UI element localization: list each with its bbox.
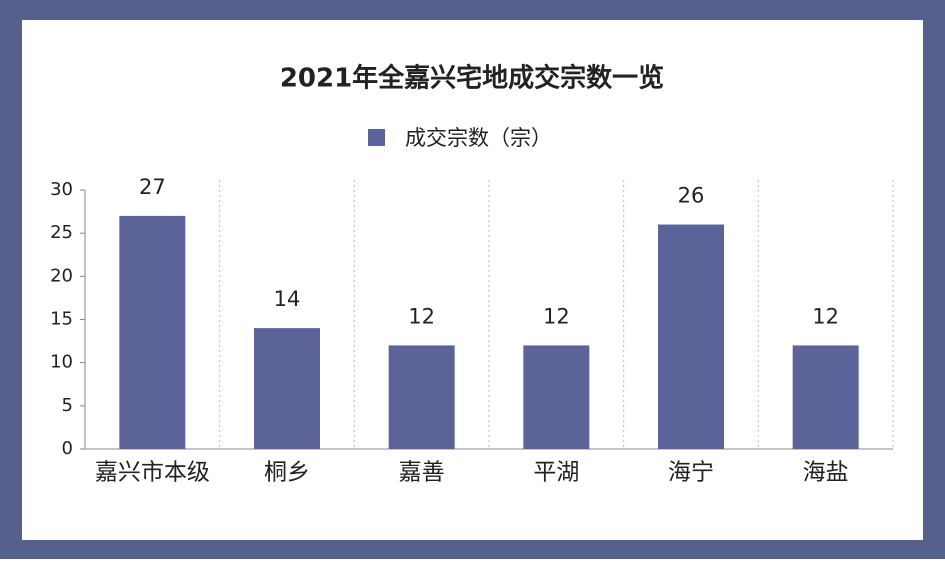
y-tick-label: 5 [62, 395, 73, 416]
y-tick-label: 30 [50, 179, 73, 200]
value-label: 14 [274, 287, 301, 311]
value-label: 12 [543, 304, 570, 328]
y-tick-label: 15 [50, 309, 73, 330]
y-tick-label: 0 [62, 438, 73, 459]
x-tick-label: 海盐 [803, 460, 849, 486]
y-tick-label: 20 [50, 265, 73, 286]
value-label: 27 [139, 175, 166, 199]
value-label: 12 [812, 304, 839, 328]
value-label: 12 [408, 304, 435, 328]
bar [792, 345, 859, 449]
bar [254, 328, 320, 449]
chart-title: 2021年全嘉兴宅地成交宗数一览 [280, 63, 664, 94]
bar [119, 215, 186, 449]
y-tick-label: 25 [50, 222, 73, 243]
value-label: 26 [678, 184, 705, 208]
legend-label: 成交宗数（宗） [405, 126, 552, 150]
x-tick-label: 桐乡 [264, 460, 310, 486]
bar [658, 224, 724, 449]
bar [388, 345, 455, 449]
x-tick-label: 海宁 [668, 460, 714, 486]
legend-swatch [368, 129, 385, 146]
bar [523, 345, 590, 449]
x-tick-label: 平湖 [533, 460, 579, 486]
x-tick-label: 嘉兴市本级 [95, 460, 210, 486]
y-tick-label: 10 [50, 352, 73, 373]
x-tick-label: 嘉善 [399, 460, 445, 486]
